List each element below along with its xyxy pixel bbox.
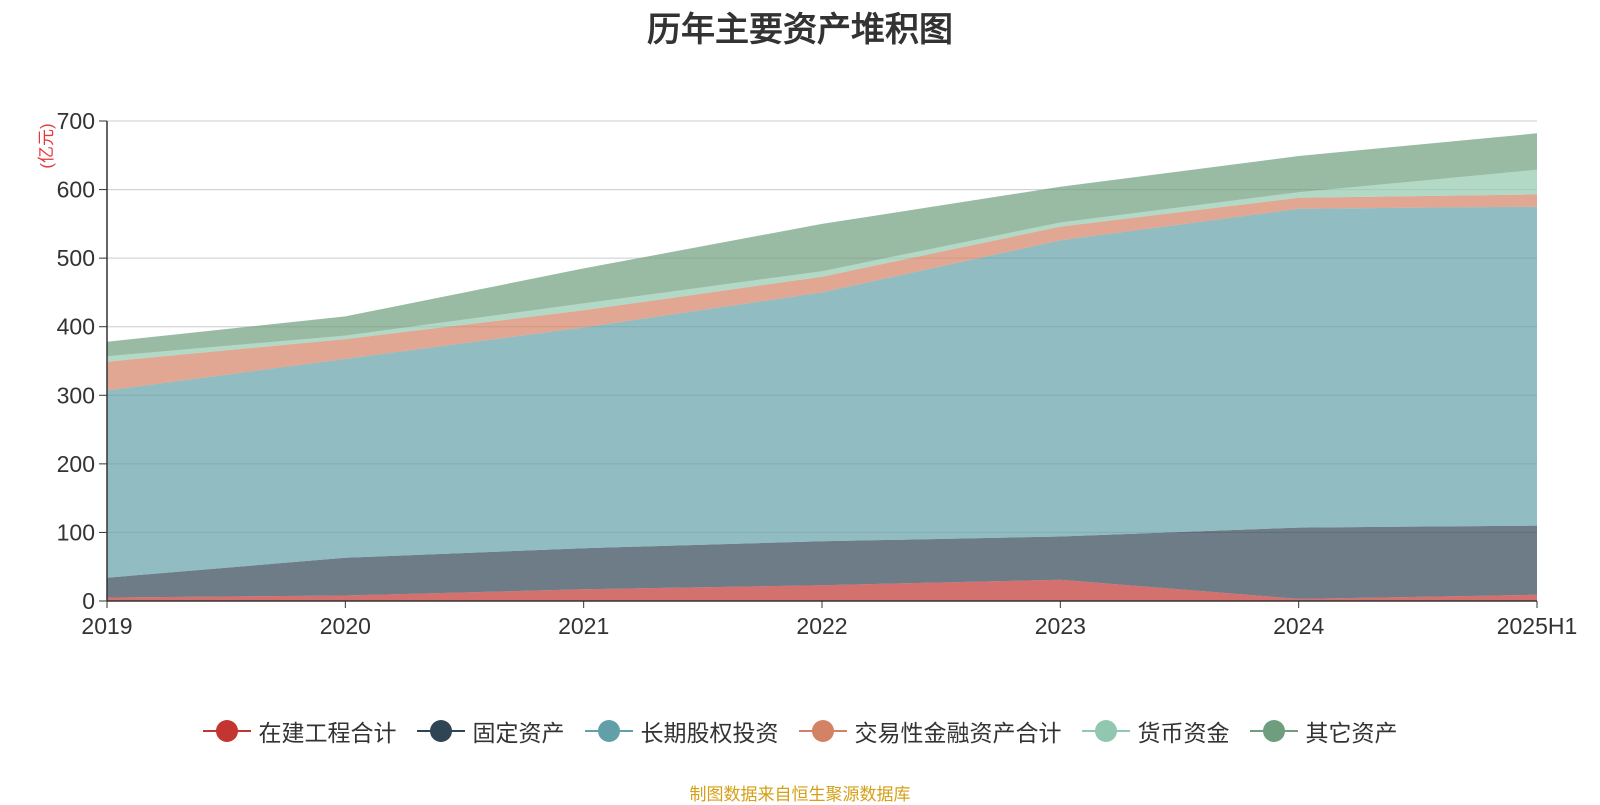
x-tick-label: 2020 [320,613,371,639]
x-tick-label: 2023 [1035,613,1086,639]
legend-marker [1081,719,1130,743]
legend-label: 货币资金 [1137,721,1230,747]
x-tick-label: 2024 [1273,613,1324,639]
y-tick-label: 300 [57,382,95,408]
legend-item-2[interactable]: 长期股权投资 [584,714,779,748]
legend-item-5[interactable]: 其它资产 [1249,714,1398,748]
legend-marker [202,719,251,743]
legend-item-3[interactable]: 交易性金融资产合计 [798,714,1062,748]
legend-marker [798,719,847,743]
x-tick-label: 2022 [796,613,847,639]
source-note: 制图数据来自恒生聚源数据库 [689,785,911,805]
y-tick-label: 200 [57,451,95,477]
y-tick-label: 600 [57,177,95,203]
x-tick-label: 2019 [81,613,132,639]
area-series-2 [107,206,1537,578]
legend-item-0[interactable]: 在建工程合计 [202,714,397,748]
y-tick-label: 500 [57,245,95,271]
legend-item-1[interactable]: 固定资产 [416,714,565,748]
legend-item-4[interactable]: 货币资金 [1081,714,1230,748]
legend-marker [1249,719,1298,743]
stacked-area-chart: 0 100 200 300 400 500 600 700 2019 2020 2021 2022 20… [37,108,1578,639]
area-series-4 [107,169,1537,362]
y-tick-label: 700 [57,108,95,134]
legend-label: 长期股权投资 [640,721,779,747]
y-tick-label: 100 [57,519,95,545]
x-tick-label: 2021 [558,613,609,639]
legend-label: 固定资产 [472,721,565,747]
legend-marker [416,719,465,743]
y-axis-label: (亿元) [37,123,56,168]
legend-marker [584,719,633,743]
area-series-3 [107,194,1537,391]
y-tick-label: 0 [82,588,95,614]
axes: 0 100 200 300 400 500 600 700 2019 2020 2021 2022 20… [57,108,1578,639]
x-tick-label: 2025H1 [1497,613,1578,639]
chart-title: 历年主要资产堆积图 [647,10,953,50]
area-series-group [107,133,1537,601]
legend-label: 交易性金融资产合计 [854,721,1062,747]
area-series-0 [107,579,1537,601]
area-series-5 [107,133,1537,357]
legend-label: 在建工程合计 [258,721,397,747]
area-series-1 [107,525,1537,599]
legend-label: 其它资产 [1305,721,1398,747]
legend: 在建工程合计 固定资产 长期股权投资 交易性金融资产合计 货币资金 其它资产 [0,714,1600,748]
y-tick-label: 400 [57,314,95,340]
